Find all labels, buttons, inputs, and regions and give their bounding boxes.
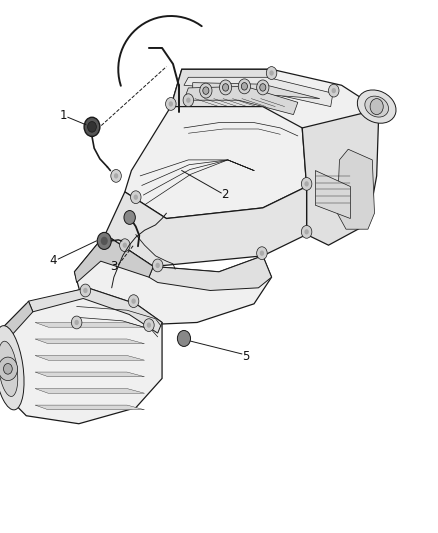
- Circle shape: [166, 98, 176, 110]
- Circle shape: [200, 83, 212, 98]
- Ellipse shape: [0, 326, 24, 410]
- Polygon shape: [337, 149, 374, 229]
- Circle shape: [80, 284, 91, 297]
- Polygon shape: [184, 77, 333, 107]
- Circle shape: [241, 83, 247, 90]
- Circle shape: [71, 316, 82, 329]
- Polygon shape: [28, 288, 162, 333]
- Polygon shape: [171, 69, 379, 144]
- Polygon shape: [184, 86, 298, 115]
- Circle shape: [370, 99, 383, 115]
- Circle shape: [124, 211, 135, 224]
- Circle shape: [301, 177, 312, 190]
- Polygon shape: [35, 339, 145, 344]
- Text: 4: 4: [49, 254, 57, 267]
- Circle shape: [114, 173, 118, 179]
- Circle shape: [131, 298, 136, 304]
- Circle shape: [134, 195, 138, 200]
- Circle shape: [328, 84, 339, 97]
- Circle shape: [144, 319, 154, 332]
- Circle shape: [177, 330, 191, 346]
- Circle shape: [111, 169, 121, 182]
- Circle shape: [304, 181, 309, 187]
- Circle shape: [203, 87, 209, 94]
- Circle shape: [169, 101, 173, 107]
- Polygon shape: [315, 171, 350, 219]
- Circle shape: [0, 357, 18, 381]
- Circle shape: [155, 263, 160, 268]
- Circle shape: [238, 79, 251, 94]
- Circle shape: [88, 122, 96, 132]
- Circle shape: [147, 322, 151, 328]
- Circle shape: [131, 191, 141, 204]
- Circle shape: [84, 117, 100, 136]
- Circle shape: [128, 295, 139, 308]
- Circle shape: [260, 84, 266, 91]
- Text: 5: 5: [243, 350, 250, 362]
- Polygon shape: [0, 288, 162, 424]
- Circle shape: [97, 232, 111, 249]
- Text: 3: 3: [110, 260, 117, 273]
- Text: 1: 1: [60, 109, 67, 122]
- Circle shape: [304, 229, 309, 235]
- Polygon shape: [105, 187, 307, 266]
- Polygon shape: [171, 69, 272, 112]
- Ellipse shape: [365, 96, 389, 117]
- Polygon shape: [35, 322, 145, 327]
- Polygon shape: [125, 107, 307, 219]
- Ellipse shape: [357, 90, 396, 123]
- Ellipse shape: [0, 341, 18, 397]
- Circle shape: [332, 88, 336, 93]
- Polygon shape: [74, 235, 272, 325]
- Circle shape: [257, 80, 269, 95]
- Polygon shape: [0, 301, 33, 346]
- Circle shape: [260, 251, 264, 256]
- Circle shape: [183, 94, 194, 107]
- Polygon shape: [149, 256, 272, 290]
- Circle shape: [4, 364, 12, 374]
- Circle shape: [186, 98, 191, 103]
- Circle shape: [74, 320, 79, 325]
- Polygon shape: [35, 356, 145, 360]
- Text: 2: 2: [221, 188, 229, 201]
- Circle shape: [223, 84, 229, 91]
- Circle shape: [257, 247, 267, 260]
- Polygon shape: [35, 372, 145, 377]
- Circle shape: [219, 80, 232, 95]
- Polygon shape: [35, 405, 145, 410]
- Circle shape: [152, 259, 163, 272]
- Circle shape: [123, 243, 127, 248]
- Circle shape: [301, 225, 312, 238]
- Circle shape: [266, 67, 277, 79]
- Polygon shape: [74, 235, 153, 282]
- Polygon shape: [302, 109, 379, 245]
- Polygon shape: [35, 389, 145, 393]
- Circle shape: [120, 239, 130, 252]
- Polygon shape: [193, 83, 320, 99]
- Circle shape: [83, 288, 88, 293]
- Circle shape: [269, 70, 274, 76]
- Circle shape: [101, 237, 108, 245]
